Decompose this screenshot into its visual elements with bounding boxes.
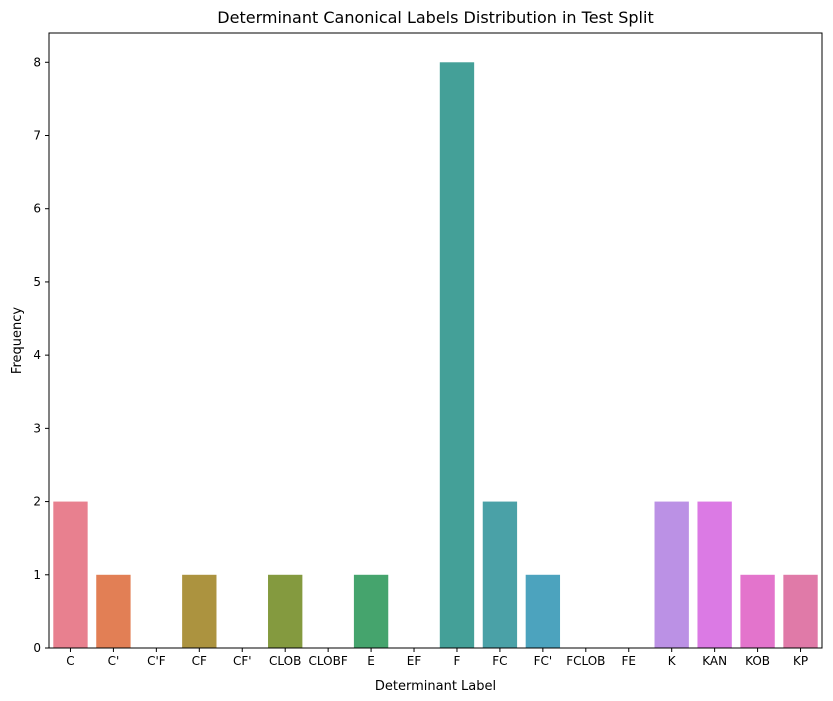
y-tick-label: 2 bbox=[33, 495, 41, 509]
x-tick-label: FE bbox=[622, 654, 636, 668]
y-axis-label: Frequency bbox=[10, 307, 25, 374]
x-tick-label: CLOB bbox=[269, 654, 301, 668]
x-axis-label: Determinant Label bbox=[375, 679, 496, 694]
bar-16 bbox=[740, 574, 775, 648]
x-tick-label: FCLOB bbox=[566, 654, 605, 668]
x-tick-label: CF bbox=[192, 654, 207, 668]
x-tick-label: C'F bbox=[147, 654, 166, 668]
y-axis: 0 1 2 3 4 5 6 7 8 bbox=[33, 55, 49, 655]
bar-3 bbox=[182, 574, 217, 648]
bar-5 bbox=[268, 574, 303, 648]
x-tick-label: CLOBF bbox=[309, 654, 348, 668]
bar-11 bbox=[525, 574, 561, 648]
x-axis: C C' C'F CF CF' CLOB CLOBF E EF F FC FC' FCLOB FE K KAN… bbox=[66, 648, 808, 668]
bar-9 bbox=[439, 62, 475, 649]
y-tick-label: 7 bbox=[33, 129, 41, 143]
bar-17 bbox=[783, 574, 818, 648]
bar-14 bbox=[654, 501, 689, 648]
x-tick-label: F bbox=[454, 654, 461, 668]
x-tick-label: KP bbox=[793, 654, 808, 668]
x-tick-label: K bbox=[668, 654, 677, 668]
bar-0 bbox=[53, 501, 88, 648]
x-tick-label: KAN bbox=[702, 654, 727, 668]
bar-1 bbox=[96, 574, 131, 648]
x-tick-label: KOB bbox=[745, 654, 770, 668]
x-tick-label: CF' bbox=[233, 654, 252, 668]
x-tick-label: FC' bbox=[534, 654, 553, 668]
y-tick-label: 0 bbox=[33, 641, 41, 655]
y-tick-label: 6 bbox=[33, 202, 41, 216]
x-tick-label: E bbox=[367, 654, 375, 668]
x-tick-label: EF bbox=[407, 654, 422, 668]
y-tick-label: 4 bbox=[33, 348, 41, 362]
bar-15 bbox=[697, 501, 732, 648]
bar-10 bbox=[482, 501, 518, 648]
plot-frame bbox=[48, 32, 823, 649]
bars-group bbox=[53, 62, 818, 649]
y-tick-label: 8 bbox=[33, 55, 41, 69]
y-tick-label: 1 bbox=[33, 568, 41, 582]
y-tick-label: 3 bbox=[33, 421, 41, 435]
x-tick-label: FC bbox=[492, 654, 507, 668]
x-tick-label: C bbox=[66, 654, 74, 668]
bar-7 bbox=[353, 574, 389, 648]
chart-title: Determinant Canonical Labels Distributio… bbox=[217, 8, 653, 27]
y-tick-label: 5 bbox=[33, 275, 41, 289]
x-tick-label: C' bbox=[108, 654, 120, 668]
